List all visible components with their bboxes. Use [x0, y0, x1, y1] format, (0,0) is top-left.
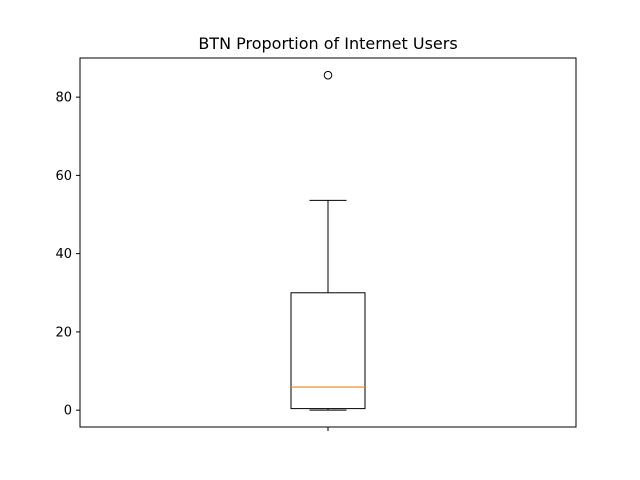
y-tick-label: 40	[55, 247, 72, 262]
y-tick-label: 80	[55, 91, 72, 106]
y-tick-label: 20	[55, 325, 72, 340]
outlier-point	[323, 70, 333, 80]
y-axis-ticks: 0 20 40 60 80	[55, 91, 80, 419]
boxplot-series	[290, 70, 366, 411]
plot-area-frame	[79, 57, 577, 428]
y-tick-label: 60	[55, 169, 72, 184]
y-tick-label: 0	[64, 404, 72, 419]
iqr-box	[290, 292, 366, 410]
chart-title: BTN Proportion of Internet Users	[198, 34, 457, 53]
